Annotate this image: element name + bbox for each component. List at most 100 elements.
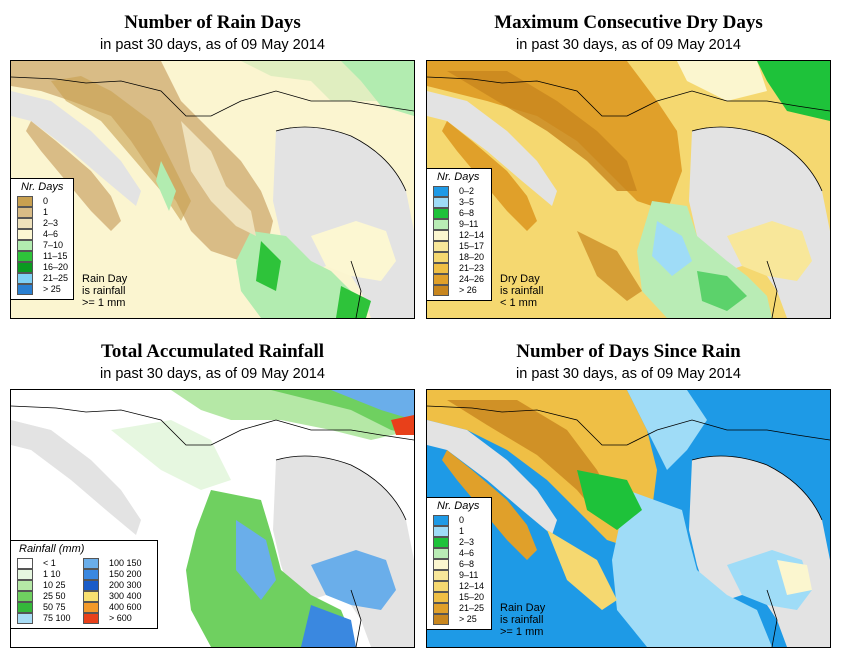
legend-item: 10 25 bbox=[11, 580, 77, 591]
swatch bbox=[433, 263, 449, 274]
legend-label: 21–25 bbox=[459, 603, 485, 613]
panel-subtitle: in past 30 days, as of 09 May 2014 bbox=[516, 37, 741, 53]
note-line: is rainfall bbox=[82, 285, 126, 297]
legend-item: 400 600 bbox=[77, 602, 143, 613]
legend-columns: < 1 1 10 10 25 25 50 50 75 75 100 100 15… bbox=[11, 558, 157, 624]
swatch bbox=[433, 559, 449, 570]
legend-item: 1 10 bbox=[11, 569, 77, 580]
legend-label: 75 100 bbox=[43, 613, 71, 623]
note-line: Rain Day bbox=[82, 273, 128, 285]
legend-label: 7–10 bbox=[43, 240, 64, 250]
map-canvas bbox=[427, 61, 830, 318]
legend-label: 0 bbox=[459, 515, 465, 525]
legend-label: 4–6 bbox=[43, 229, 59, 239]
note-line: >= 1 mm bbox=[500, 626, 544, 638]
legend-item: 11–15 bbox=[11, 251, 73, 262]
legend-label: 400 600 bbox=[109, 602, 142, 612]
legend-item: 150 200 bbox=[77, 569, 143, 580]
swatch bbox=[433, 581, 449, 592]
swatch bbox=[17, 569, 33, 580]
swatch bbox=[17, 273, 33, 284]
legend-label: 50 75 bbox=[43, 602, 66, 612]
legend-label: 11–15 bbox=[43, 251, 68, 261]
legend-title: Rainfall (mm) bbox=[19, 543, 85, 555]
legend-item: > 600 bbox=[77, 613, 143, 624]
legend-label: 0 bbox=[43, 196, 49, 206]
legend-item: 24–26 bbox=[427, 274, 491, 285]
swatch bbox=[83, 602, 99, 613]
legend-item: 21–25 bbox=[11, 273, 73, 284]
swatch bbox=[433, 592, 449, 603]
legend-column-left: < 1 1 10 10 25 25 50 50 75 75 100 bbox=[11, 558, 77, 624]
legend-item: 100 150 bbox=[77, 558, 143, 569]
swatch bbox=[433, 274, 449, 285]
legend-label: 18–20 bbox=[459, 252, 485, 262]
legend-item: 21–23 bbox=[427, 263, 491, 274]
legend-item: 6–8 bbox=[427, 559, 491, 570]
legend-items: 0–2 3–5 6–8 9–11 12–14 15–17 18–20 21–23… bbox=[427, 186, 491, 296]
legend-label: 2–3 bbox=[43, 218, 59, 228]
legend-item: 21–25 bbox=[427, 603, 491, 614]
legend-column-right: 100 150 150 200 200 300 300 400 400 600 … bbox=[77, 558, 143, 624]
legend-label: 25 50 bbox=[43, 591, 66, 601]
legend-label: 2–3 bbox=[459, 537, 475, 547]
legend-label: 9–11 bbox=[459, 219, 479, 229]
legend-label: > 26 bbox=[459, 285, 477, 295]
legend-item: 25 50 bbox=[11, 591, 77, 602]
legend-item: 18–20 bbox=[427, 252, 491, 263]
panel-title: Total Accumulated Rainfall bbox=[100, 341, 325, 362]
legend-label: > 600 bbox=[109, 613, 132, 623]
legend-label: 1 10 bbox=[43, 569, 61, 579]
map-canvas bbox=[427, 390, 830, 647]
swatch bbox=[433, 252, 449, 263]
legend-days-since-rain: Nr. Days 0 1 2–3 4–6 6–8 9–11 12–14 15–2… bbox=[426, 497, 492, 630]
panel-title: Maximum Consecutive Dry Days bbox=[494, 12, 763, 33]
legend-item: 0 bbox=[427, 515, 491, 526]
legend-label: 300 400 bbox=[109, 591, 142, 601]
legend-item: 6–8 bbox=[427, 208, 491, 219]
legend-rain-days: Nr. Days 0 1 2–3 4–6 7–10 11–15 16–20 21… bbox=[10, 178, 74, 300]
swatch bbox=[83, 569, 99, 580]
legend-label: 1 bbox=[459, 526, 465, 536]
legend-item: 4–6 bbox=[427, 548, 491, 559]
panel-subtitle: in past 30 days, as of 09 May 2014 bbox=[100, 366, 325, 382]
swatch bbox=[83, 580, 99, 591]
legend-item: 9–11 bbox=[427, 570, 491, 581]
legend-item: 50 75 bbox=[11, 602, 77, 613]
map-canvas bbox=[11, 61, 414, 318]
legend-note: Dry Day is rainfall < 1 mm bbox=[500, 273, 543, 309]
legend-label: 0–2 bbox=[459, 186, 475, 196]
legend-label: 4–6 bbox=[459, 548, 475, 558]
legend-label: 10 25 bbox=[43, 580, 66, 590]
legend-label: 3–5 bbox=[459, 197, 475, 207]
legend-items: 0 1 2–3 4–6 6–8 9–11 12–14 15–20 21–25 >… bbox=[427, 515, 491, 625]
legend-label: 200 300 bbox=[109, 580, 142, 590]
panel-title: Number of Days Since Rain bbox=[516, 341, 741, 362]
legend-label: 150 200 bbox=[109, 569, 142, 579]
legend-item: 1 bbox=[427, 526, 491, 537]
legend-item: < 1 bbox=[11, 558, 77, 569]
swatch bbox=[17, 207, 33, 218]
legend-label: 21–23 bbox=[459, 263, 485, 273]
swatch bbox=[17, 251, 33, 262]
swatch bbox=[17, 196, 33, 207]
note-line: is rainfall bbox=[500, 614, 544, 626]
legend-label: > 25 bbox=[459, 614, 477, 624]
legend-label: 21–25 bbox=[43, 273, 69, 283]
legend-item: 2–3 bbox=[427, 537, 491, 548]
swatch bbox=[83, 558, 99, 569]
legend-item: 300 400 bbox=[77, 591, 143, 602]
legend-label: 24–26 bbox=[459, 274, 485, 284]
legend-item: 0 bbox=[11, 196, 73, 207]
legend-item: 7–10 bbox=[11, 240, 73, 251]
legend-title: Nr. Days bbox=[437, 500, 480, 512]
legend-items: 0 1 2–3 4–6 7–10 11–15 16–20 21–25 > 25 bbox=[11, 196, 73, 295]
swatch bbox=[433, 285, 449, 296]
legend-total-rainfall: Rainfall (mm) < 1 1 10 10 25 25 50 50 75… bbox=[10, 540, 158, 629]
swatch bbox=[433, 614, 449, 625]
note-line: < 1 mm bbox=[500, 297, 537, 309]
legend-item: 2–3 bbox=[11, 218, 73, 229]
swatch bbox=[433, 219, 449, 230]
swatch bbox=[83, 591, 99, 602]
legend-item: 16–20 bbox=[11, 262, 73, 273]
